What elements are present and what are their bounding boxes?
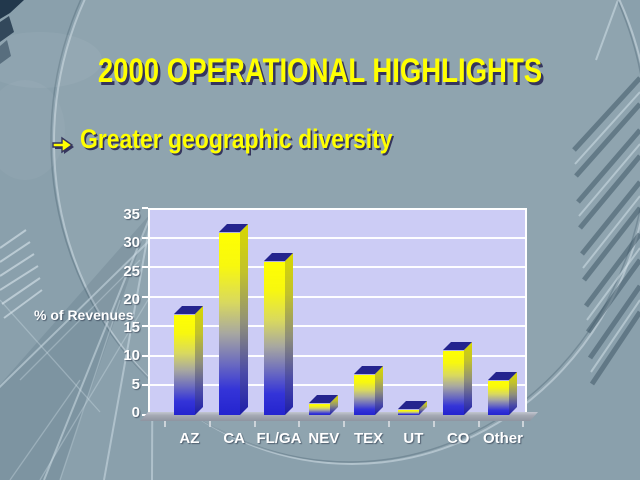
y-axis-tick bbox=[142, 384, 148, 387]
gridline bbox=[148, 236, 527, 239]
gridline bbox=[148, 295, 527, 298]
bar-front-face bbox=[219, 232, 240, 415]
y-axis-tick bbox=[142, 266, 148, 269]
gridline bbox=[148, 266, 527, 269]
y-tick-label: 15 bbox=[123, 319, 140, 337]
y-axis-tick bbox=[142, 354, 148, 357]
bar-top-face bbox=[219, 224, 248, 232]
bar-tex bbox=[354, 366, 383, 415]
right-arrow-bullet-icon bbox=[50, 135, 76, 162]
bar-front-face bbox=[264, 261, 285, 415]
bar-side-face bbox=[464, 342, 472, 415]
x-category-label: FL/GA bbox=[256, 430, 302, 447]
y-tick-label: 20 bbox=[123, 290, 140, 308]
bar-side-face bbox=[509, 372, 517, 415]
x-axis-tick bbox=[522, 421, 525, 427]
bar-side-face bbox=[330, 395, 338, 415]
right-building bbox=[572, 0, 640, 386]
bar-top-face bbox=[398, 401, 427, 409]
x-category-label: AZ bbox=[179, 430, 200, 447]
x-axis-tick bbox=[432, 421, 435, 427]
bar-top-face bbox=[488, 372, 517, 380]
y-tick-label: 5 bbox=[131, 375, 140, 393]
y-axis-tick bbox=[142, 325, 148, 328]
x-axis-tick bbox=[208, 421, 211, 427]
chart-floor bbox=[140, 412, 538, 421]
y-axis-tick bbox=[142, 295, 148, 298]
slide-title: 2000 OPERATIONAL HIGHLIGHTS bbox=[97, 52, 543, 90]
x-category-label: TEX bbox=[354, 430, 384, 447]
x-axis-tick bbox=[253, 421, 256, 427]
bar-top-face bbox=[309, 395, 338, 403]
bar-top-face bbox=[443, 342, 472, 350]
bar-co bbox=[443, 342, 472, 415]
bar-nev bbox=[309, 395, 338, 415]
bar-fl-ga bbox=[264, 253, 293, 415]
y-axis-title: % of Revenues bbox=[34, 307, 134, 323]
left-building bbox=[0, 32, 154, 480]
x-axis-tick bbox=[164, 421, 166, 427]
y-axis-tick bbox=[142, 207, 148, 209]
bar-top-face bbox=[354, 366, 383, 374]
x-category-label: CO bbox=[446, 430, 470, 447]
y-tick-label: 35 bbox=[123, 205, 140, 223]
y-tick-label: 30 bbox=[123, 234, 140, 252]
bar-other bbox=[488, 372, 517, 415]
y-tick-label: 0 bbox=[131, 404, 140, 421]
x-category-label: Other bbox=[482, 430, 523, 447]
y-tick-label: 10 bbox=[123, 347, 140, 365]
x-axis-tick bbox=[388, 421, 390, 427]
bar-top-face bbox=[174, 306, 203, 314]
y-axis-tick bbox=[142, 236, 148, 239]
bar-az bbox=[174, 306, 203, 415]
bar-side-face bbox=[285, 253, 293, 415]
y-tick-label: 25 bbox=[123, 262, 140, 280]
bar-side-face bbox=[419, 401, 427, 415]
gridline bbox=[148, 384, 527, 387]
bar-side-face bbox=[375, 366, 383, 415]
x-category-label: CA bbox=[223, 430, 246, 447]
x-axis-tick bbox=[343, 421, 346, 427]
gridline bbox=[148, 354, 527, 357]
bullet-text: Greater geographic diversity bbox=[80, 124, 393, 154]
bar-ut bbox=[398, 401, 427, 415]
bar-front-face bbox=[443, 350, 464, 415]
x-category-label: UT bbox=[403, 430, 424, 447]
x-axis-tick bbox=[298, 421, 301, 427]
bar-ca bbox=[219, 224, 248, 415]
x-axis-tick bbox=[477, 421, 480, 427]
bar-top-face bbox=[264, 253, 293, 261]
gridline bbox=[148, 325, 527, 328]
x-category-label: NEV bbox=[308, 430, 340, 447]
bar-front-face bbox=[488, 380, 509, 415]
bar-side-face bbox=[240, 224, 248, 415]
bar-front-face bbox=[309, 403, 330, 415]
bar-front-face bbox=[398, 409, 419, 415]
corner-dark-fragments bbox=[0, 0, 24, 64]
circle-motif-shadow bbox=[50, 0, 640, 463]
bar-front-face bbox=[174, 314, 195, 415]
bar-front-face bbox=[354, 374, 375, 415]
y-axis-tick bbox=[142, 414, 148, 416]
bar-side-face bbox=[195, 306, 203, 415]
